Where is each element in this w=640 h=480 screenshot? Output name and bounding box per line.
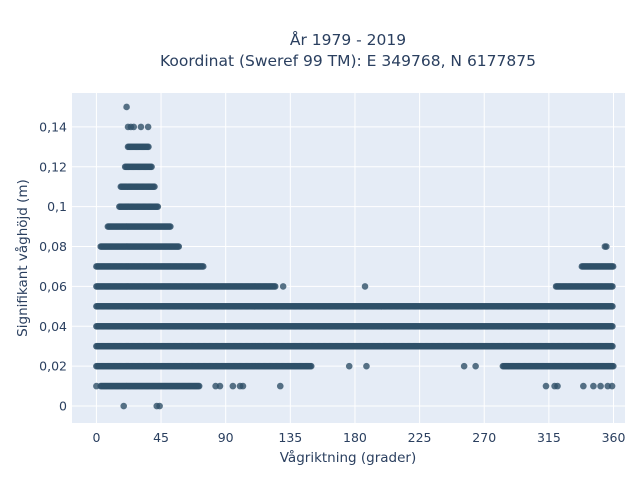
y-tick-label: 0,1 <box>47 199 67 214</box>
data-point <box>156 402 163 410</box>
dense-band <box>578 263 617 270</box>
data-point <box>609 263 617 270</box>
plot-background <box>72 93 625 423</box>
dense-band <box>97 382 203 390</box>
x-tick-label: 225 <box>408 430 432 445</box>
data-point <box>271 283 279 290</box>
data-point <box>154 203 162 210</box>
data-point <box>279 283 287 290</box>
x-tick-label: 315 <box>537 430 561 445</box>
y-tick-label: 0,06 <box>39 279 67 294</box>
y-tick-label: 0 <box>59 399 67 414</box>
data-point <box>175 243 183 250</box>
data-point <box>148 163 155 171</box>
data-point <box>229 382 237 390</box>
x-tick-label: 90 <box>218 430 234 445</box>
x-tick-label: 45 <box>153 430 169 445</box>
data-point <box>590 382 597 390</box>
data-point <box>361 283 369 290</box>
x-tick-label: 270 <box>472 430 496 445</box>
data-point <box>93 382 100 390</box>
dense-band <box>104 223 174 230</box>
data-point <box>609 283 616 290</box>
data-point <box>597 382 604 390</box>
data-point <box>345 362 353 370</box>
data-point <box>144 123 152 131</box>
dense-band <box>124 143 152 151</box>
y-tick-labels: 0 0,02 0,04 0,06 0,08 0,1 0,12 0,14 <box>39 119 67 413</box>
x-tick-label: 0 <box>92 430 100 445</box>
dense-band <box>552 283 616 290</box>
chart-title-line1: År 1979 - 2019 <box>290 30 406 49</box>
dense-band <box>93 283 279 290</box>
data-point <box>609 322 616 330</box>
data-point <box>554 382 561 390</box>
data-points <box>93 103 617 410</box>
y-axis-label: Signifikant våghöjd (m) <box>14 179 31 337</box>
x-axis-label: Vågriktning (grader) <box>280 449 417 466</box>
dense-band <box>499 362 617 370</box>
data-point <box>580 382 587 390</box>
dense-band <box>121 163 155 171</box>
data-point <box>199 263 207 270</box>
dense-band <box>93 303 616 310</box>
dense-band <box>93 342 616 350</box>
dense-band <box>93 263 207 270</box>
x-tick-label: 360 <box>602 430 626 445</box>
data-point <box>363 362 370 370</box>
y-tick-label: 0,12 <box>39 159 67 174</box>
data-point <box>276 382 284 390</box>
data-point <box>123 103 130 111</box>
data-point <box>137 123 145 131</box>
data-point <box>195 382 203 390</box>
dense-band <box>97 243 183 250</box>
data-point <box>608 382 616 390</box>
data-point <box>609 303 616 310</box>
y-tick-label: 0,02 <box>39 359 67 374</box>
data-point <box>307 362 315 370</box>
x-tick-labels: 0 45 90 135 180 225 270 315 360 <box>92 430 625 445</box>
data-point <box>216 382 224 390</box>
dense-band <box>93 362 315 370</box>
y-tick-label: 0,08 <box>39 239 67 254</box>
data-point <box>460 362 468 370</box>
x-tick-label: 135 <box>278 430 302 445</box>
data-point <box>120 402 128 410</box>
data-point <box>239 382 247 390</box>
data-point <box>472 362 479 370</box>
data-point <box>130 123 138 131</box>
data-point <box>610 362 617 370</box>
y-tick-label: 0,14 <box>39 119 67 134</box>
data-point <box>151 183 158 191</box>
data-point <box>167 223 174 230</box>
data-point <box>145 143 152 151</box>
dense-band <box>93 322 616 330</box>
x-tick-label: 180 <box>343 430 367 445</box>
y-tick-label: 0,04 <box>39 319 67 334</box>
data-point <box>603 243 610 250</box>
data-point <box>609 342 616 350</box>
chart-title-line2: Koordinat (Sweref 99 TM): E 349768, N 61… <box>160 52 536 70</box>
dense-band <box>117 183 158 191</box>
dense-band <box>116 203 162 210</box>
data-point <box>542 382 550 390</box>
